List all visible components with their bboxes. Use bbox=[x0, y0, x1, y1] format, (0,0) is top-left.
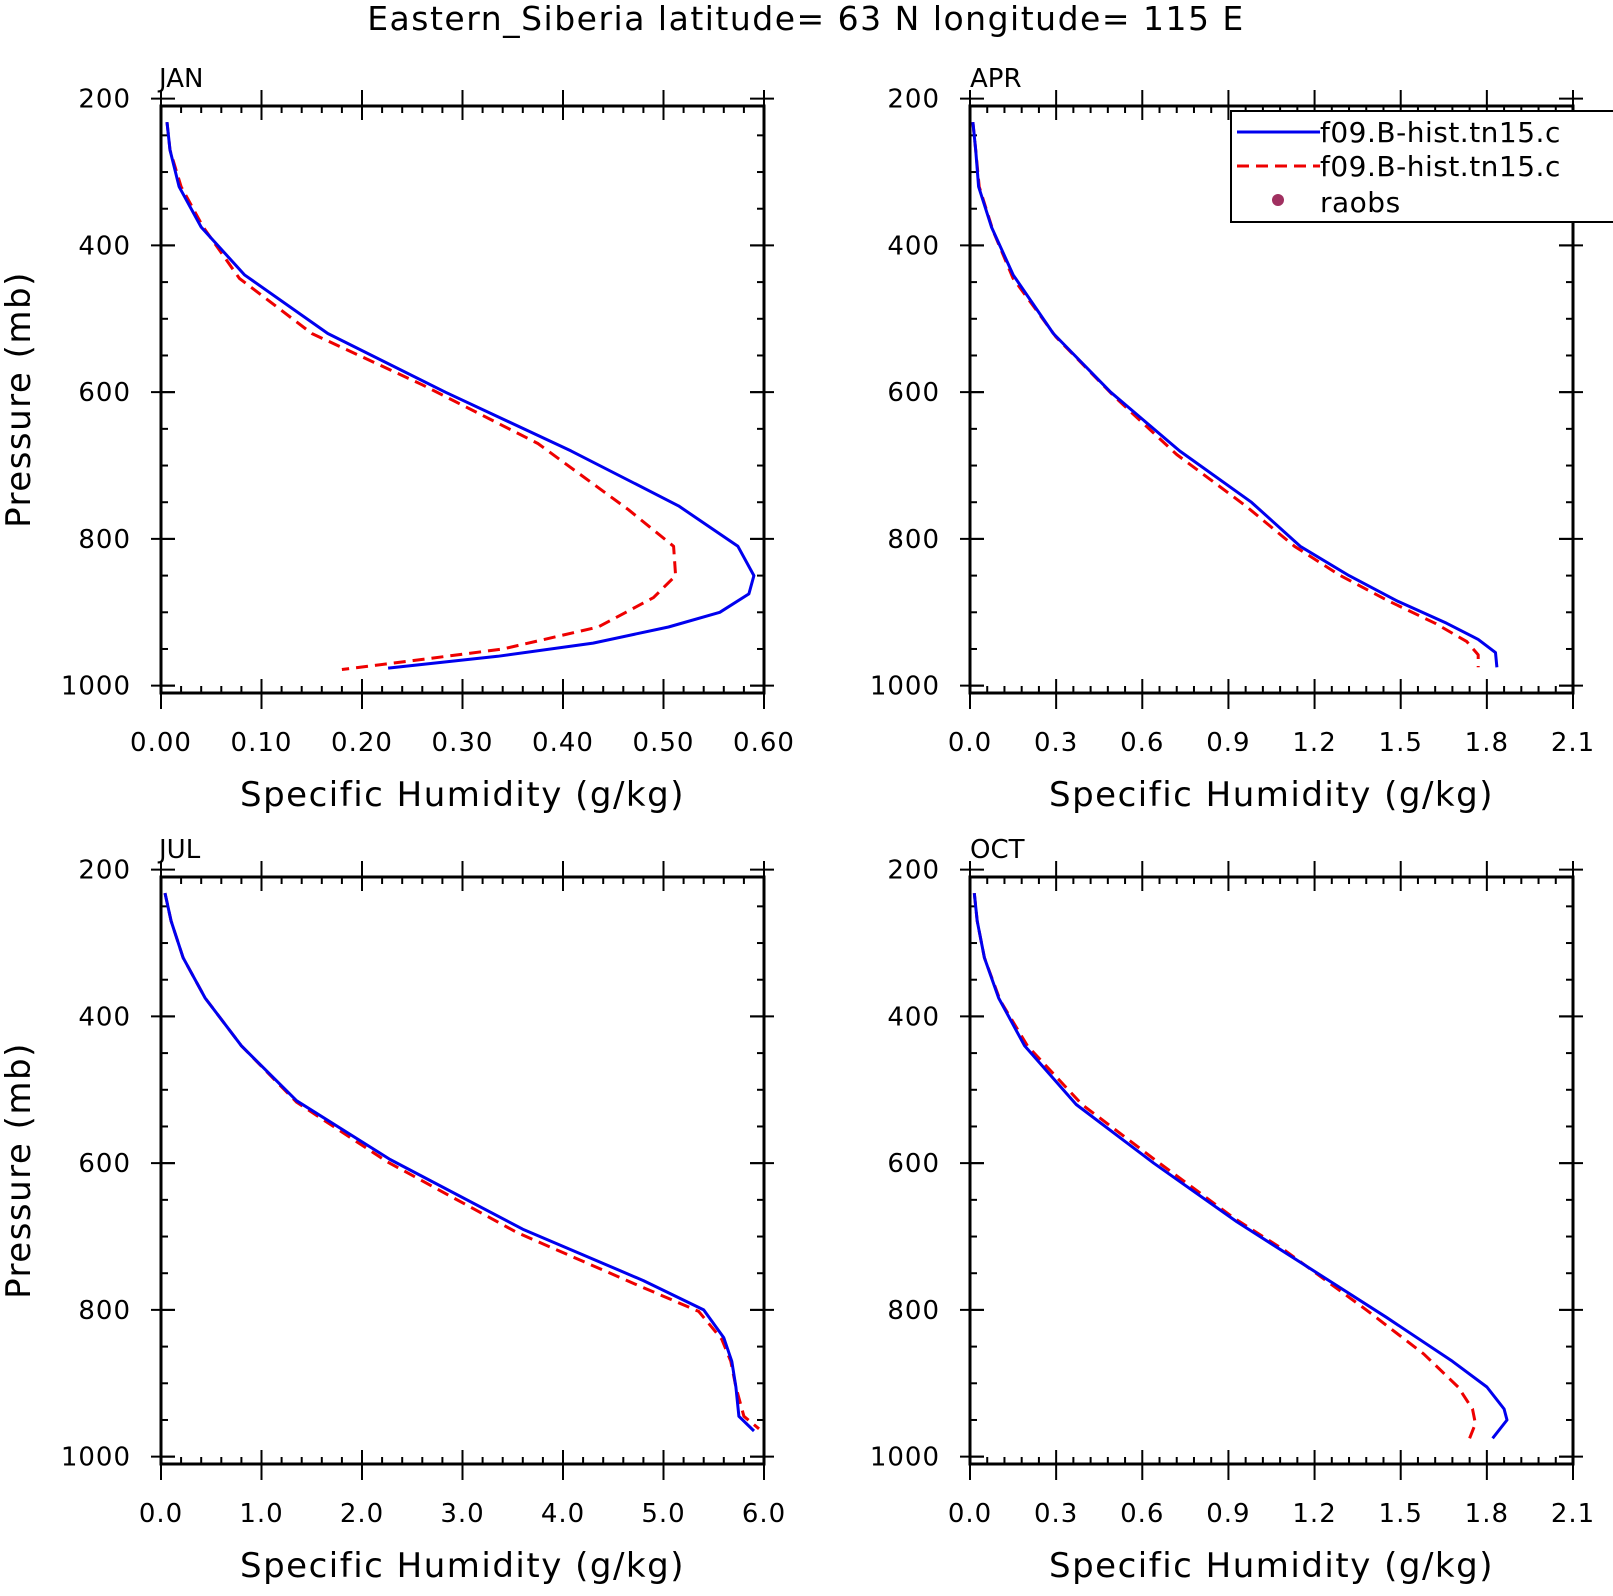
series-line-dashed bbox=[163, 892, 760, 1430]
y-tick-label: 600 bbox=[78, 378, 131, 408]
plot-area-jan: 200 400 600 800 1000 0.00 0.10 0.20 0.30 0.40 0.50… bbox=[0, 85, 795, 815]
x-tick-label: 1.2 bbox=[1292, 1499, 1336, 1529]
y-tick-label: 200 bbox=[78, 85, 131, 115]
legend-swatch-dot bbox=[1272, 194, 1284, 206]
y-tick-label: 600 bbox=[887, 378, 940, 408]
y-axis-label: Pressure (mb) bbox=[0, 271, 39, 528]
x-tick-label: 1.5 bbox=[1379, 1499, 1423, 1529]
panel-title-oct: OCT bbox=[970, 835, 1025, 865]
y-tick-label: 800 bbox=[887, 525, 940, 555]
x-tick-label: 0.0 bbox=[948, 728, 992, 758]
y-tick-label: 400 bbox=[78, 1002, 131, 1032]
y-tick-label: 200 bbox=[887, 856, 940, 886]
y-tick-label: 1000 bbox=[61, 1443, 131, 1473]
x-tick-label: 0.9 bbox=[1206, 1499, 1250, 1529]
y-tick-label: 1000 bbox=[870, 1443, 940, 1473]
x-tick-label: 2.1 bbox=[1551, 1499, 1595, 1529]
y-axis-label: Pressure (mb) bbox=[0, 1042, 39, 1299]
x-tick-label: 0.0 bbox=[948, 1499, 992, 1529]
series-line-solid bbox=[972, 892, 1509, 1440]
x-tick-label: 0.40 bbox=[532, 728, 594, 758]
y-tick-label: 600 bbox=[78, 1149, 131, 1179]
x-axis-label: Specific Humidity (g/kg) bbox=[1049, 775, 1494, 815]
series-line-solid bbox=[163, 892, 756, 1433]
x-tick-label: 0.6 bbox=[1120, 728, 1164, 758]
x-tick-label: 0.6 bbox=[1120, 1499, 1164, 1529]
x-tick-label: 0.00 bbox=[130, 728, 192, 758]
y-tick-label: 200 bbox=[78, 856, 131, 886]
legend-label-2: f09.B-hist.tn15.c bbox=[1320, 150, 1561, 183]
panel-apr: APR 200 400 600 800 1000 0.0 0.3 0.6 0.9 1.2 1.5 1.… bbox=[870, 64, 1595, 815]
x-tick-label: 6.0 bbox=[742, 1499, 786, 1529]
plot-frame bbox=[968, 875, 1575, 1466]
x-tick-label: 0.0 bbox=[139, 1499, 183, 1529]
panel-jul: JUL 200 400 600 800 1000 0.0 1.0 2.0 3.0 4.0 5.0 6.… bbox=[0, 835, 786, 1586]
series-line-solid bbox=[165, 121, 756, 670]
figure-title: Eastern_Siberia latitude= 63 N longitude… bbox=[367, 0, 1245, 38]
x-tick-label: 1.5 bbox=[1379, 728, 1423, 758]
series-line-solid bbox=[971, 121, 1499, 668]
x-tick-label: 0.60 bbox=[733, 728, 795, 758]
plot-area-oct: 200 400 600 800 1000 0.0 0.3 0.6 0.9 1.2 1.5 1.8 2.1… bbox=[870, 856, 1595, 1586]
x-tick-label: 2.1 bbox=[1551, 728, 1595, 758]
y-tick-label: 1000 bbox=[870, 672, 940, 702]
y-tick-label: 800 bbox=[887, 1296, 940, 1326]
x-tick-label: 0.3 bbox=[1034, 1499, 1078, 1529]
y-tick-label: 1000 bbox=[61, 672, 131, 702]
y-tick-label: 200 bbox=[887, 85, 940, 115]
y-tick-label: 400 bbox=[78, 231, 131, 261]
x-tick-label: 0.3 bbox=[1034, 728, 1078, 758]
x-tick-label: 0.9 bbox=[1206, 728, 1250, 758]
x-tick-label: 0.50 bbox=[633, 728, 695, 758]
plot-area-jul: 200 400 600 800 1000 0.0 1.0 2.0 3.0 4.0 5.0 6.0 Spe… bbox=[0, 856, 786, 1586]
x-tick-label: 2.0 bbox=[340, 1499, 384, 1529]
panel-title-apr: APR bbox=[970, 64, 1022, 94]
y-tick-label: 800 bbox=[78, 525, 131, 555]
x-tick-label: 1.2 bbox=[1292, 728, 1336, 758]
x-axis-label: Specific Humidity (g/kg) bbox=[1049, 1546, 1494, 1586]
panel-jan: JAN 200 400 600 800 1000 0.00 0.10 0.20 0.30 0.40… bbox=[0, 64, 795, 815]
series-line-dashed bbox=[165, 121, 678, 671]
x-tick-label: 0.20 bbox=[331, 728, 393, 758]
legend: f09.B-hist.tn15.c f09.B-hist.tn15.c raob… bbox=[1230, 110, 1613, 223]
legend-label-1: f09.B-hist.tn15.c bbox=[1320, 116, 1561, 149]
x-tick-label: 5.0 bbox=[641, 1499, 685, 1529]
y-tick-label: 400 bbox=[887, 1002, 940, 1032]
x-tick-label: 1.8 bbox=[1465, 1499, 1509, 1529]
x-tick-label: 3.0 bbox=[440, 1499, 484, 1529]
panel-title-jan: JAN bbox=[157, 64, 203, 94]
x-tick-label: 4.0 bbox=[541, 1499, 585, 1529]
series-line-dashed bbox=[972, 892, 1477, 1439]
y-tick-label: 600 bbox=[887, 1149, 940, 1179]
x-axis-label: Specific Humidity (g/kg) bbox=[240, 775, 685, 815]
x-axis-label: Specific Humidity (g/kg) bbox=[240, 1546, 685, 1586]
x-tick-label: 1.0 bbox=[239, 1499, 283, 1529]
legend-label-3: raobs bbox=[1320, 186, 1401, 219]
plot-frame bbox=[968, 104, 1575, 695]
y-tick-label: 800 bbox=[78, 1296, 131, 1326]
panel-title-jul: JUL bbox=[157, 835, 201, 865]
x-tick-label: 0.10 bbox=[231, 728, 293, 758]
plot-frame bbox=[159, 875, 766, 1466]
plot-area-apr: 200 400 600 800 1000 0.0 0.3 0.6 0.9 1.2 1.5 1.8 2.1… bbox=[870, 85, 1595, 815]
y-tick-label: 400 bbox=[887, 231, 940, 261]
x-tick-label: 1.8 bbox=[1465, 728, 1509, 758]
panel-oct: OCT 200 400 600 800 1000 0.0 0.3 0.6 0.9 1.2 1.5 1.… bbox=[870, 835, 1595, 1586]
x-tick-label: 0.30 bbox=[432, 728, 494, 758]
